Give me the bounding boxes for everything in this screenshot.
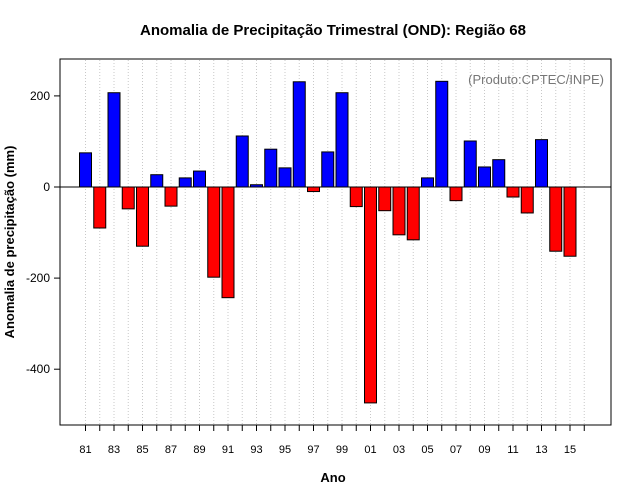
x-axis-title: Ano (320, 470, 345, 485)
bar-95 (278, 167, 292, 188)
x-tick-label-87: 87 (165, 444, 177, 456)
x-tick-label-05: 05 (421, 444, 433, 456)
x-tick-label-11: 11 (507, 444, 518, 456)
y-tick-label-3: -400 (26, 362, 50, 376)
x-tick-label-83: 83 (108, 444, 120, 456)
credit-label: (Produto:CPTEC/INPE) (468, 72, 604, 87)
bar-91 (221, 186, 235, 299)
bar-81 (79, 152, 92, 188)
bar-07 (449, 186, 463, 202)
bar-15 (563, 186, 577, 257)
x-tick-label-99: 99 (336, 444, 348, 456)
x-tick-label-15: 15 (564, 444, 576, 456)
bar-03 (392, 186, 406, 236)
bar-11 (506, 186, 520, 198)
y-axis: 200 0 -200 -400 (26, 89, 60, 376)
bar-00 (349, 186, 363, 208)
bar-14 (549, 186, 563, 252)
x-tick-label-07: 07 (450, 444, 462, 456)
bar-88 (178, 177, 192, 188)
x-tick-label-93: 93 (250, 444, 262, 456)
bar-82 (93, 186, 107, 229)
bar-05 (421, 177, 434, 188)
bars (79, 80, 577, 404)
x-tick-label-09: 09 (478, 444, 490, 456)
bar-98 (321, 151, 335, 188)
bar-89 (193, 170, 206, 188)
bar-87 (164, 186, 178, 207)
bar-84 (121, 186, 135, 210)
chart-title: Anomalia de Precipitação Trimestral (OND… (140, 22, 526, 39)
plot-frame (59, 58, 612, 426)
bar-97 (307, 186, 320, 193)
y-tick-label-0: 200 (30, 89, 50, 103)
bar-10 (492, 159, 506, 188)
y-tick-label-1: 0 (43, 180, 50, 194)
x-tick-label-97: 97 (307, 444, 319, 456)
bar-90 (207, 186, 221, 278)
bar-06 (435, 80, 449, 188)
x-tick-label-01: 01 (364, 444, 376, 456)
x-tick-label-91: 91 (222, 444, 234, 456)
bar-08 (463, 140, 477, 188)
bar-04 (406, 186, 420, 241)
bar-92 (235, 135, 249, 188)
x-tick-label-85: 85 (136, 444, 148, 456)
bar-09 (478, 166, 491, 188)
x-tick-label-03: 03 (393, 444, 405, 456)
bar-99 (335, 92, 349, 188)
bar-12 (520, 186, 534, 214)
x-tick-label-13: 13 (535, 444, 547, 456)
bar-85 (136, 186, 149, 247)
x-tick-label-95: 95 (279, 444, 291, 456)
bar-13 (535, 139, 548, 188)
bar-93 (250, 184, 263, 188)
bar-94 (264, 148, 278, 188)
x-tick-label-89: 89 (193, 444, 205, 456)
bar-83 (107, 92, 121, 188)
x-tick-label-81: 81 (79, 444, 91, 456)
grid-lines (85, 60, 585, 424)
x-axis: 81 83 85 87 89 91 93 95 97 99 01 03 05 07 09 11 13 15 (79, 425, 585, 456)
bar-96 (292, 81, 306, 188)
y-tick-label-2: -200 (26, 271, 50, 285)
bar-02 (378, 186, 392, 212)
y-axis-title: Anomalia de precipitação (mm) (2, 146, 17, 339)
bar-86 (150, 174, 164, 188)
bar-01 (364, 186, 377, 404)
